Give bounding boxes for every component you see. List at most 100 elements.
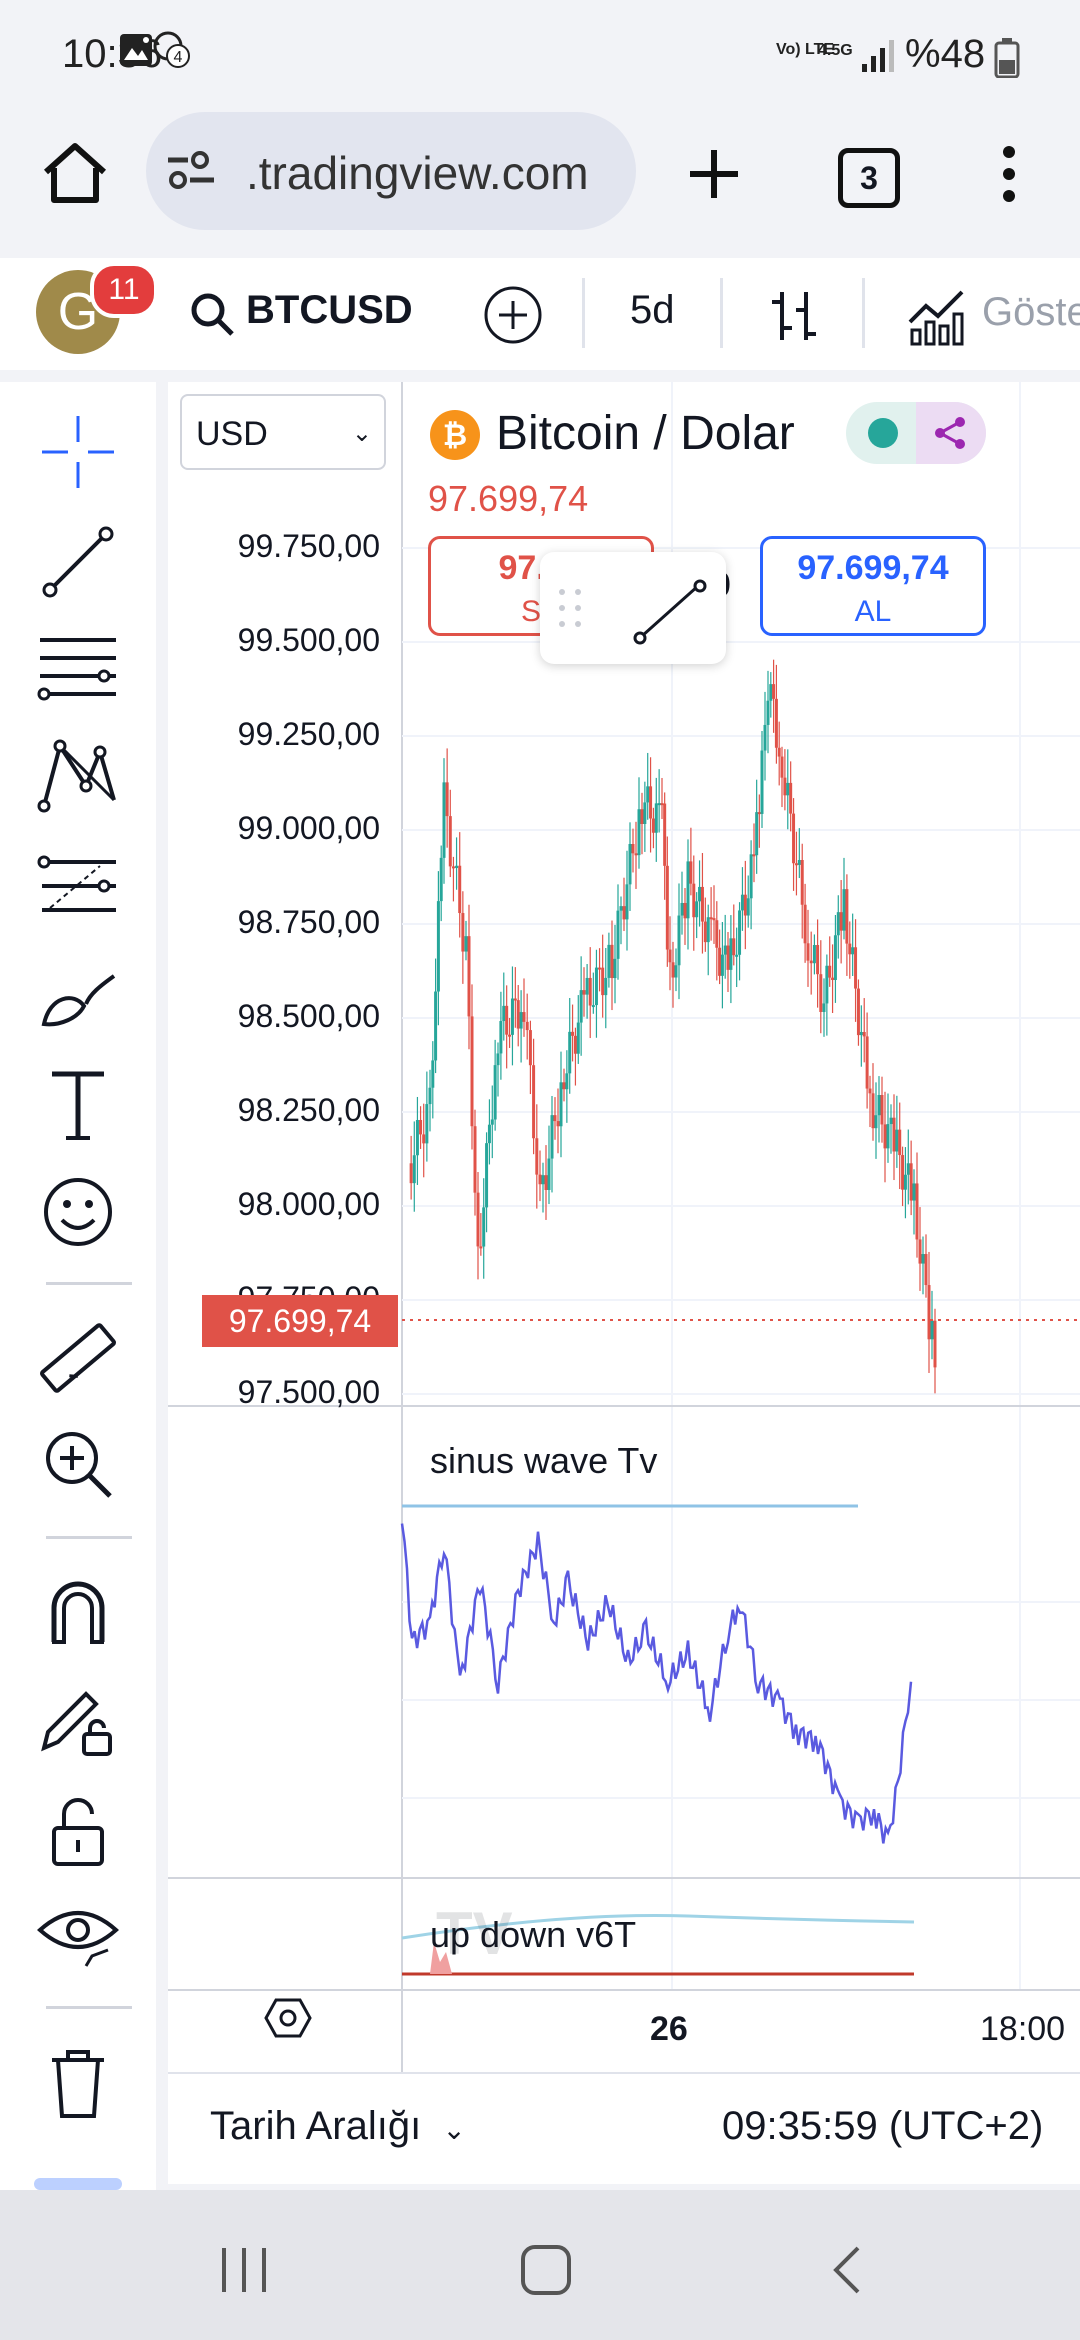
candle xyxy=(883,1124,887,1149)
forecast-tool-icon[interactable] xyxy=(30,838,126,934)
candle xyxy=(634,853,638,856)
candle xyxy=(442,782,446,858)
candle xyxy=(703,921,707,943)
candle xyxy=(622,906,626,920)
date-range-label: Tarih Aralığı xyxy=(210,2104,422,2148)
market-status-pill[interactable] xyxy=(846,402,986,464)
svg-text:₿: ₿ xyxy=(443,419,467,452)
candle xyxy=(760,750,764,814)
candle xyxy=(783,777,787,796)
back-icon[interactable] xyxy=(826,2242,866,2298)
search-icon[interactable] xyxy=(188,290,238,340)
lock-drawings-icon[interactable] xyxy=(30,1672,126,1768)
candle xyxy=(898,1129,902,1156)
timezone-clock[interactable]: 09:35:59 (UTC+2) xyxy=(722,2104,1044,2148)
system-navigation-bar xyxy=(0,2190,1080,2340)
volte-indicator: Vo) LTE xyxy=(776,41,835,58)
more-menu-icon[interactable] xyxy=(996,144,1022,204)
toolbar-divider xyxy=(862,278,865,348)
candle xyxy=(553,1115,557,1122)
chart-area[interactable] xyxy=(168,382,1080,2182)
candle xyxy=(455,865,459,869)
fib-retracement-icon[interactable] xyxy=(30,620,126,716)
chart-type-icon[interactable] xyxy=(768,288,820,344)
x-axis-label: 26 xyxy=(650,2010,688,2048)
url-text[interactable]: .tradingview.com xyxy=(246,147,589,199)
tradingview-watermark: TV xyxy=(436,1900,513,1967)
currency-select[interactable]: USD ⌄ xyxy=(180,394,386,470)
magnet-icon[interactable] xyxy=(30,1562,126,1658)
tools-scroll-indicator[interactable] xyxy=(34,2178,122,2190)
candle xyxy=(718,947,722,976)
symbol-title[interactable]: Bitcoin / Dolar xyxy=(496,407,795,460)
indicator-label-sinus[interactable]: sinus wave Tv xyxy=(430,1440,658,1481)
current-price-tag: 97.699,74 xyxy=(202,1295,398,1347)
candle xyxy=(927,1285,931,1340)
indicator-label-updown[interactable]: up down v6T xyxy=(430,1914,637,1955)
floating-drawing-toolbar[interactable] xyxy=(540,552,726,664)
chart-settings-icon[interactable] xyxy=(264,1996,312,2040)
emoji-icon[interactable] xyxy=(30,1164,126,1260)
candle xyxy=(712,918,716,921)
date-range-button[interactable]: Tarih Aralığı ⌄ xyxy=(210,2104,466,2149)
candle xyxy=(616,910,620,959)
candle xyxy=(848,943,852,955)
candle xyxy=(547,1158,551,1190)
candle xyxy=(755,812,759,856)
home-icon[interactable] xyxy=(40,140,110,206)
candle xyxy=(677,915,681,966)
buy-button[interactable]: 97.699,74 AL xyxy=(760,536,986,636)
brush-icon[interactable] xyxy=(30,946,126,1042)
candle xyxy=(797,860,801,865)
pattern-tool-icon[interactable] xyxy=(30,728,126,824)
crosshair-icon[interactable] xyxy=(30,404,126,500)
drawing-toolbar xyxy=(0,382,156,2192)
interval-button[interactable]: 5d xyxy=(630,288,675,332)
candle xyxy=(836,912,840,936)
price-chart[interactable]: TV xyxy=(168,382,1080,2072)
candle xyxy=(738,910,742,955)
candle xyxy=(924,1254,928,1286)
symbol-search-button[interactable]: BTCUSD xyxy=(246,288,413,332)
chart-bottom-bar xyxy=(168,2072,1080,2184)
compare-symbol-icon[interactable] xyxy=(482,284,544,346)
new-tab-icon[interactable] xyxy=(686,146,742,202)
candle xyxy=(461,913,465,952)
home-nav-icon[interactable] xyxy=(518,2242,574,2298)
gallery-notification-icon xyxy=(120,34,152,66)
candle xyxy=(859,1031,863,1036)
candle xyxy=(513,998,517,1001)
candle xyxy=(458,865,462,914)
indicators-icon[interactable] xyxy=(906,286,968,346)
candle xyxy=(786,782,790,796)
candle xyxy=(757,812,761,815)
drag-handle-icon[interactable] xyxy=(556,586,586,630)
candle xyxy=(502,1005,506,1022)
indicators-button[interactable]: Göste xyxy=(982,290,1080,334)
trend-line-icon[interactable] xyxy=(630,576,710,648)
candle xyxy=(906,1163,910,1175)
candle xyxy=(613,958,617,979)
tab-switcher-button[interactable]: 3 xyxy=(838,148,900,208)
candle xyxy=(467,936,471,1017)
candle xyxy=(709,917,713,920)
candle xyxy=(625,884,629,920)
address-bar[interactable]: .tradingview.com xyxy=(146,112,636,230)
recent-apps-icon[interactable] xyxy=(216,2244,272,2296)
candle xyxy=(464,936,468,952)
indicator-line xyxy=(400,1523,913,1844)
lock-icon[interactable] xyxy=(30,1782,126,1878)
candle xyxy=(582,990,586,995)
candle xyxy=(726,945,730,970)
zoom-in-icon[interactable] xyxy=(30,1416,126,1512)
trash-icon[interactable] xyxy=(30,2034,126,2130)
text-tool-icon[interactable] xyxy=(30,1056,126,1152)
site-settings-icon[interactable] xyxy=(166,148,218,194)
candle xyxy=(700,886,704,922)
trend-line-icon[interactable] xyxy=(30,514,126,610)
ruler-icon[interactable] xyxy=(30,1310,126,1406)
hide-drawings-icon[interactable] xyxy=(30,1884,126,1980)
candle xyxy=(640,809,644,824)
candle xyxy=(886,1124,890,1149)
candle xyxy=(528,1030,532,1066)
